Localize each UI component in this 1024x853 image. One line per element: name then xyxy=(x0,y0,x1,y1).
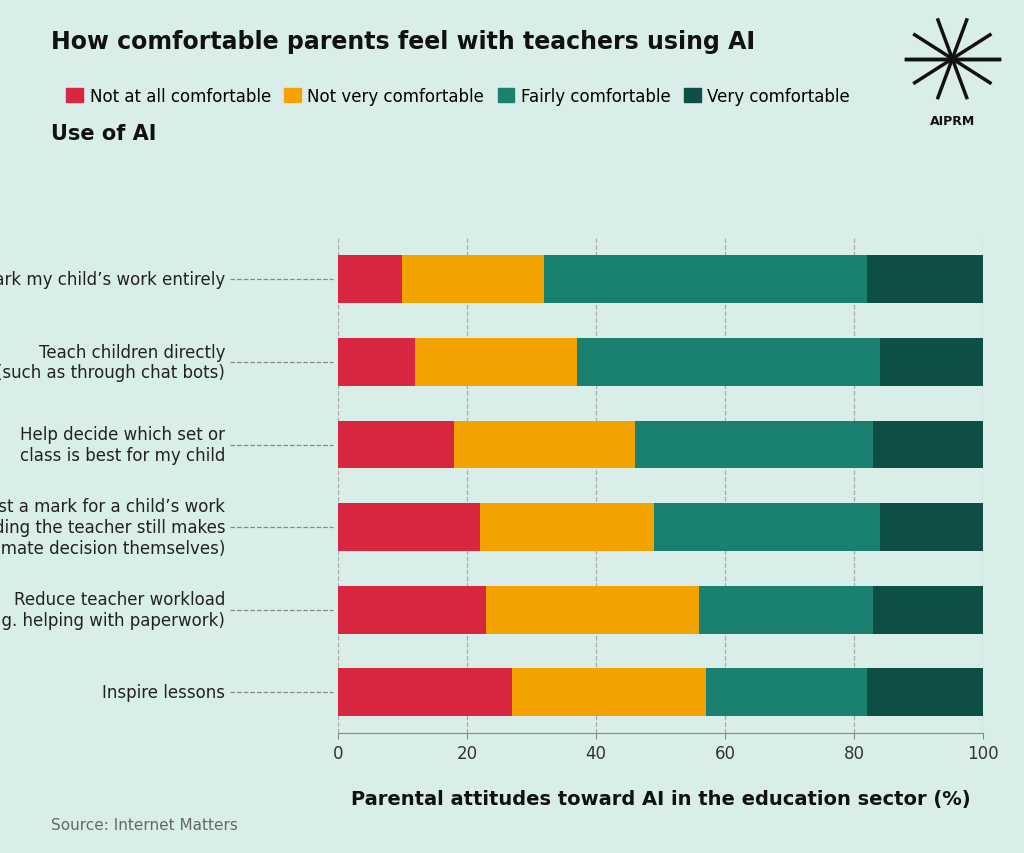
Bar xyxy=(480,503,654,551)
Bar xyxy=(880,339,983,386)
Bar xyxy=(699,586,873,634)
Text: How comfortable parents feel with teachers using AI: How comfortable parents feel with teache… xyxy=(51,30,756,54)
Bar xyxy=(654,503,880,551)
Bar xyxy=(338,339,416,386)
Bar xyxy=(402,256,545,304)
Bar xyxy=(873,421,983,469)
Bar xyxy=(873,586,983,634)
Bar xyxy=(545,256,867,304)
Text: AIPRM: AIPRM xyxy=(930,115,975,128)
Text: Use of AI: Use of AI xyxy=(51,124,157,143)
Bar xyxy=(577,339,880,386)
Text: Inspire lessons: Inspire lessons xyxy=(102,683,225,701)
Bar xyxy=(880,503,983,551)
Text: Mark my child’s work entirely: Mark my child’s work entirely xyxy=(0,271,225,289)
Bar xyxy=(635,421,873,469)
Bar xyxy=(338,256,402,304)
Bar xyxy=(486,586,699,634)
Text: Reduce teacher workload
e.g. helping with paperwork): Reduce teacher workload e.g. helping wit… xyxy=(0,590,225,630)
Bar xyxy=(512,669,706,717)
Text: Suggest a mark for a child’s work
(providing the teacher still makes
the ultimat: Suggest a mark for a child’s work (provi… xyxy=(0,497,225,557)
Bar xyxy=(338,669,512,717)
Text: Help decide which set or
class is best for my child: Help decide which set or class is best f… xyxy=(19,426,225,464)
Bar xyxy=(338,586,486,634)
Bar xyxy=(416,339,577,386)
Bar xyxy=(338,503,480,551)
Bar xyxy=(867,669,983,717)
Legend: Not at all comfortable, Not very comfortable, Fairly comfortable, Very comfortab: Not at all comfortable, Not very comfort… xyxy=(59,81,857,112)
Text: Source: Internet Matters: Source: Internet Matters xyxy=(51,816,238,832)
Text: Teach children directly
(such as through chat bots): Teach children directly (such as through… xyxy=(0,343,225,382)
Bar xyxy=(867,256,983,304)
Bar xyxy=(338,421,454,469)
Bar xyxy=(706,669,867,717)
Text: Parental attitudes toward AI in the education sector (%): Parental attitudes toward AI in the educ… xyxy=(350,789,971,808)
Bar xyxy=(454,421,635,469)
